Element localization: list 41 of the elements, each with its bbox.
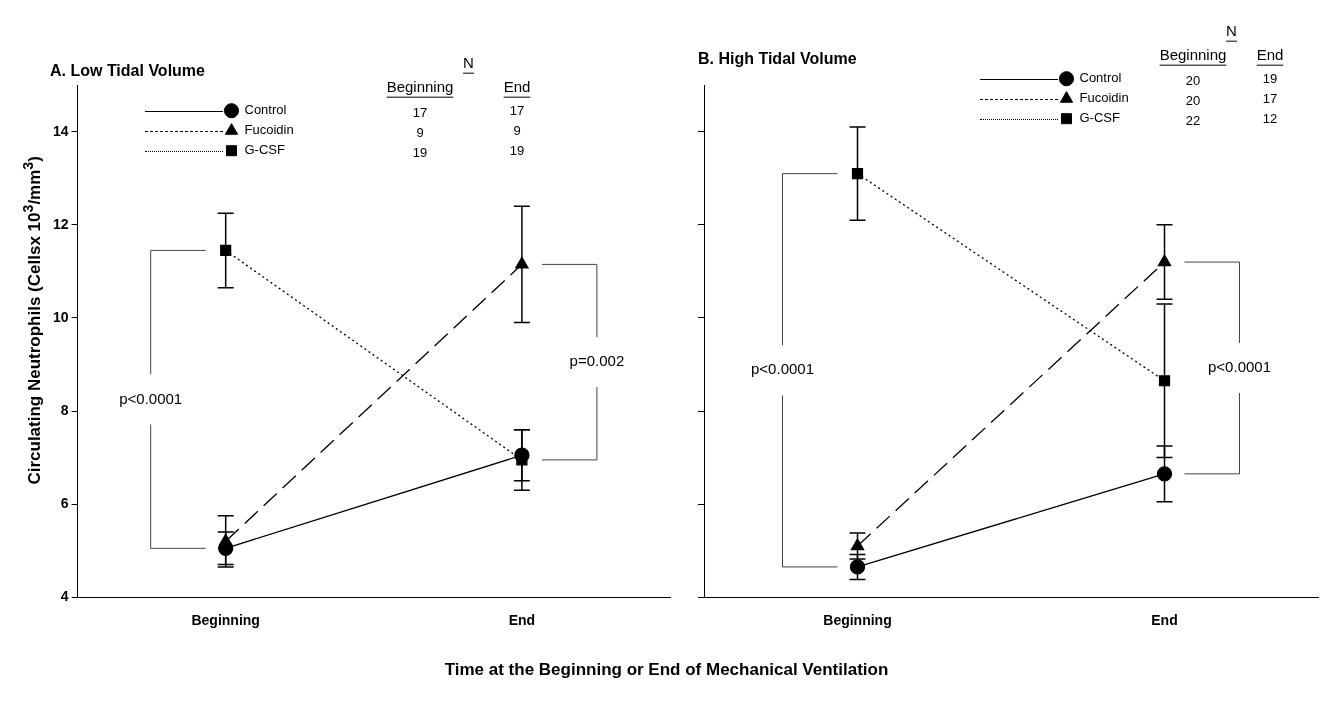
legend-label: Control xyxy=(244,102,287,118)
y-tick-label: 8 xyxy=(60,401,69,418)
y-tick-label: 10 xyxy=(52,308,69,325)
x-tick-label: End xyxy=(508,612,536,629)
legend-label: Control xyxy=(1079,70,1122,86)
legend-label: G-CSF xyxy=(1079,110,1120,126)
annotation: p<0.0001 xyxy=(751,360,814,378)
x-axis-title: Time at the Beginning or End of Mechanical Ventilation xyxy=(443,660,890,680)
y-tick-label: 12 xyxy=(52,215,69,232)
text: End xyxy=(1256,46,1284,64)
y-tick-label: 4 xyxy=(60,588,69,605)
x-tick-label: Beginning xyxy=(191,612,260,629)
annotation: End xyxy=(503,78,531,96)
annotation: 9 xyxy=(416,125,424,141)
chart-title: B. High Tidal Volume xyxy=(698,50,857,68)
text: N xyxy=(1226,22,1237,40)
annotation: 17 xyxy=(412,105,428,121)
y-tick-label: 14 xyxy=(52,122,69,139)
x-tick-label: Beginning xyxy=(823,612,892,629)
annotation: 22 xyxy=(1185,113,1201,129)
annotation: 20 xyxy=(1185,73,1201,89)
legend-label: Fucoidin xyxy=(244,122,294,138)
legend-label: G-CSF xyxy=(244,142,285,158)
annotation: 19 xyxy=(509,143,525,159)
x-tick-label: End xyxy=(1151,612,1178,629)
annotation: p=0.002 xyxy=(569,352,625,370)
annotation: p<0.0001 xyxy=(1208,358,1271,376)
annotation: 9 xyxy=(513,123,521,139)
annotation: 17 xyxy=(1262,91,1278,107)
annotation: 20 xyxy=(1185,93,1201,109)
annotation: 12 xyxy=(1262,111,1278,127)
annotation: 19 xyxy=(1262,71,1278,87)
text: Beginning xyxy=(1159,46,1227,64)
annotation: 17 xyxy=(509,103,525,119)
chart-title: A. Low Tidal Volume xyxy=(50,62,206,80)
text: N xyxy=(463,54,474,72)
legend-label: Fucoidin xyxy=(1079,90,1129,106)
annotation: 19 xyxy=(412,145,428,161)
annotation: p<0.0001 xyxy=(119,389,183,407)
y-tick-label: 6 xyxy=(60,494,69,511)
annotation: Beginning xyxy=(386,78,454,96)
